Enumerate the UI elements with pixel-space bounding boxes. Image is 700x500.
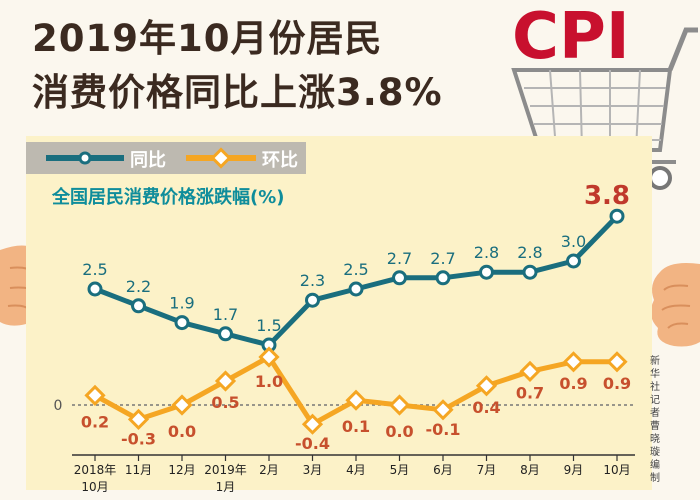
hand-right-decoration <box>650 263 700 347</box>
cart-cpi-letters: CPI <box>512 0 630 74</box>
page-title-line-1: 2019年10月份居民 <box>32 17 383 60</box>
page-title-line-2: 消费价格同比上涨3.8% <box>32 71 443 114</box>
credit-text: 新华社记者 曹晓璇 编制 <box>650 356 660 484</box>
chart-title: 全国居民消费价格涨跌幅(%) <box>52 187 285 208</box>
legend-mom-marker <box>210 147 232 169</box>
legend-mom-label: 环比 <box>262 150 298 171</box>
legend-yoy-marker <box>78 151 92 165</box>
legend <box>26 142 306 174</box>
legend-yoy-label: 同比 <box>130 150 166 171</box>
